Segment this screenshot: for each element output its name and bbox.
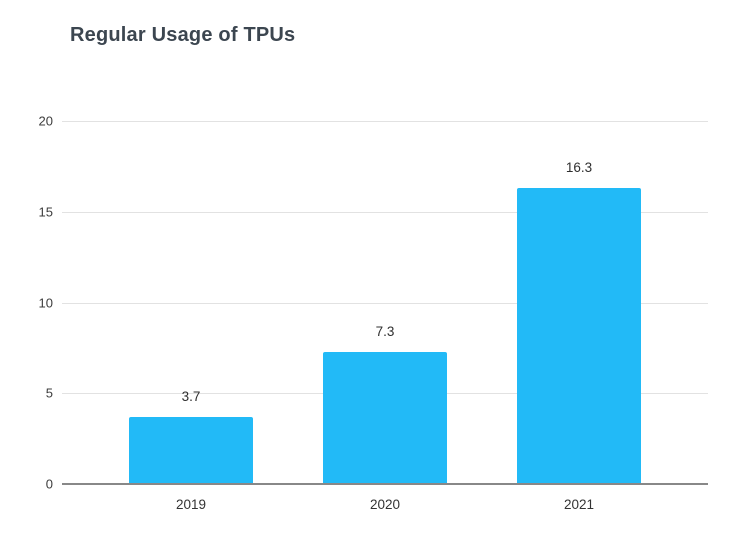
bar-2019 bbox=[129, 416, 253, 484]
x-axis-label: 2019 bbox=[175, 497, 207, 512]
y-axis-tick-label: 10 bbox=[38, 295, 53, 310]
bar-series: 3.7 2019 7.3 2020 16.3 2021 bbox=[62, 121, 708, 512]
bar-column-2019: 3.7 2019 bbox=[94, 121, 288, 512]
gridline bbox=[62, 121, 708, 122]
y-axis-tick-label: 15 bbox=[38, 204, 53, 220]
x-axis-label: 2021 bbox=[563, 497, 595, 512]
plot-area: 0 5 10 15 20 3.7 2019 7.3 2020 16.3 2021 bbox=[39, 114, 708, 512]
x-axis-baseline bbox=[62, 483, 708, 485]
bar-value-label: 7.3 bbox=[375, 323, 395, 339]
chart-title: Regular Usage of TPUs bbox=[70, 24, 296, 46]
y-axis-tick-label: 5 bbox=[45, 385, 53, 401]
bar-column-2020: 7.3 2020 bbox=[288, 121, 482, 512]
gridline bbox=[62, 211, 708, 213]
bar-value-label: 3.7 bbox=[181, 388, 201, 404]
bar-2021 bbox=[517, 188, 641, 484]
bar-2020 bbox=[323, 351, 447, 484]
bar-column-2021: 16.3 2021 bbox=[482, 121, 676, 512]
bar-value-label: 16.3 bbox=[565, 160, 593, 176]
y-axis-tick-label: 20 bbox=[38, 113, 53, 129]
y-axis-tick-label: 0 bbox=[45, 476, 53, 492]
x-axis-label: 2020 bbox=[369, 497, 401, 512]
gridline bbox=[62, 302, 708, 304]
